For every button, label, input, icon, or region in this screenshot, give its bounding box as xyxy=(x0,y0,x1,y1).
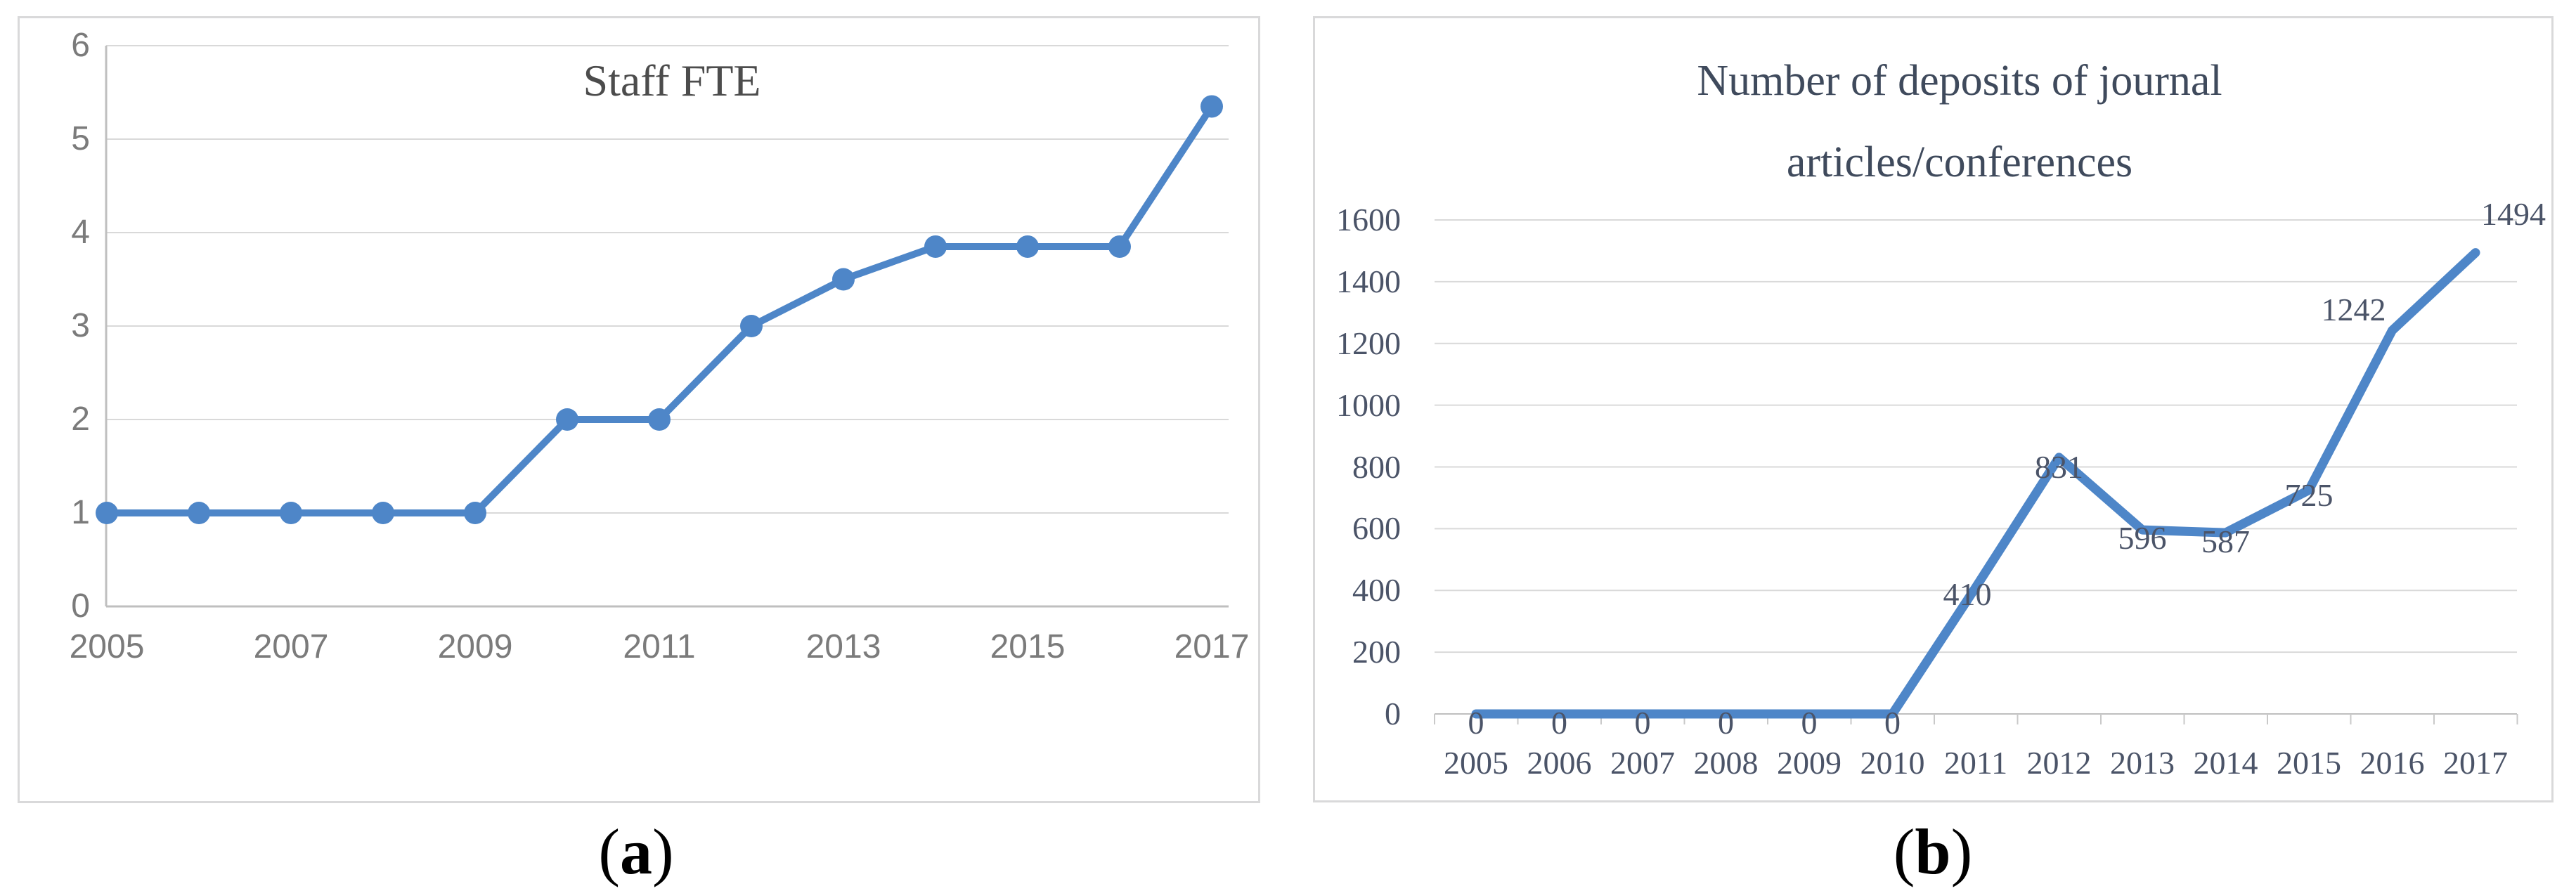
y-tick-label: 3 xyxy=(71,307,90,344)
x-tick-label: 2006 xyxy=(1527,745,1592,781)
data-point-marker xyxy=(96,502,118,524)
x-tick-label: 2009 xyxy=(1777,745,1842,781)
y-tick-label: 200 xyxy=(1352,634,1401,670)
data-point-marker xyxy=(1016,235,1039,258)
data-point-marker xyxy=(924,235,947,258)
y-tick-label: 4 xyxy=(71,214,90,251)
y-tick-label: 0 xyxy=(71,587,90,625)
y-tick-label: 0 xyxy=(1385,696,1401,731)
y-tick-label: 6 xyxy=(71,27,90,64)
chart-title-deposits-line1: Number of deposits of journal xyxy=(1697,57,2222,105)
line-series xyxy=(103,103,1215,516)
x-tick-label: 2009 xyxy=(437,628,513,665)
data-label: 0 xyxy=(1884,705,1901,741)
data-label: 0 xyxy=(1551,705,1567,741)
data-label: 0 xyxy=(1468,705,1484,741)
y-tick-label: 1400 xyxy=(1336,263,1401,299)
x-tick-label: 2005 xyxy=(69,628,145,665)
x-tick-label: 2012 xyxy=(2026,745,2092,781)
caption-a: (a) xyxy=(531,813,742,890)
caption-b-letter: b xyxy=(1915,816,1951,887)
caption-a-open-paren: ( xyxy=(598,816,620,887)
y-tick-label: 1600 xyxy=(1336,202,1401,238)
y-tick-label: 1200 xyxy=(1336,325,1401,361)
staff-fte-plot xyxy=(96,45,1229,608)
data-point-marker xyxy=(1108,235,1131,258)
caption-b-open-paren: ( xyxy=(1893,816,1915,887)
x-tick-label: 2010 xyxy=(1860,745,1925,781)
data-point-marker xyxy=(740,315,763,337)
x-tick-label: 2015 xyxy=(990,628,1066,665)
y-tick-label: 5 xyxy=(71,120,90,157)
x-tick-label: 2015 xyxy=(2277,745,2341,781)
line-series xyxy=(1471,248,2480,719)
x-tick-label: 2017 xyxy=(1174,628,1250,665)
y-tick-label: 1 xyxy=(71,494,90,531)
data-point-marker xyxy=(280,502,302,524)
data-label: 1242 xyxy=(2321,292,2386,328)
data-point-marker xyxy=(188,502,210,524)
data-label: 725 xyxy=(2284,477,2334,514)
y-tick-label: 2 xyxy=(71,401,90,438)
chart-panel-staff-fte: Staff FTE 0 1 2 3 4 5 6 2005 2007 2009 2011 2013 201… xyxy=(18,16,1260,803)
data-label: 0 xyxy=(1718,705,1734,741)
data-label: 587 xyxy=(2201,523,2250,560)
data-label: 410 xyxy=(1943,575,1992,612)
y-tick-label: 1000 xyxy=(1336,386,1401,423)
chart-panel-deposits: Number of deposits of journal articles/c… xyxy=(1313,16,2554,802)
data-label: 0 xyxy=(1801,705,1818,741)
y-tick-label: 400 xyxy=(1352,572,1401,609)
chart-title-deposits-line2: articles/conferences xyxy=(1786,138,2133,186)
deposits-plot xyxy=(1434,219,2518,724)
x-tick-label: 2007 xyxy=(253,628,329,665)
data-point-marker xyxy=(372,502,394,524)
x-tick-label: 2016 xyxy=(2360,745,2425,781)
caption-a-letter: a xyxy=(620,816,652,887)
chart-title-staff-fte: Staff FTE xyxy=(583,56,761,105)
caption-b: (b) xyxy=(1827,813,2038,890)
data-point-marker xyxy=(556,408,578,431)
caption-a-close-paren: ) xyxy=(652,816,674,887)
data-label: 0 xyxy=(1634,705,1651,741)
data-point-marker xyxy=(832,268,855,291)
x-tick-label: 2013 xyxy=(2110,745,2175,781)
data-point-marker xyxy=(648,408,671,431)
caption-b-close-paren: ) xyxy=(1950,816,1973,887)
x-tick-label: 2011 xyxy=(1943,745,2008,781)
data-label: 831 xyxy=(2035,448,2083,485)
x-tick-label: 2017 xyxy=(2443,745,2508,781)
x-tick-label: 2005 xyxy=(1444,745,1508,781)
data-label: 596 xyxy=(2118,520,2167,557)
x-tick-label: 2007 xyxy=(1610,745,1675,781)
data-point-marker xyxy=(1200,95,1223,118)
x-tick-label: 2013 xyxy=(805,628,881,665)
x-tick-label: 2008 xyxy=(1693,745,1759,781)
x-tick-label: 2011 xyxy=(623,628,696,665)
data-label: 1494 xyxy=(2481,195,2546,232)
y-tick-label: 800 xyxy=(1352,448,1401,485)
x-tick-label: 2014 xyxy=(2193,745,2258,781)
y-tick-label: 600 xyxy=(1352,510,1401,547)
data-point-marker xyxy=(464,502,486,524)
